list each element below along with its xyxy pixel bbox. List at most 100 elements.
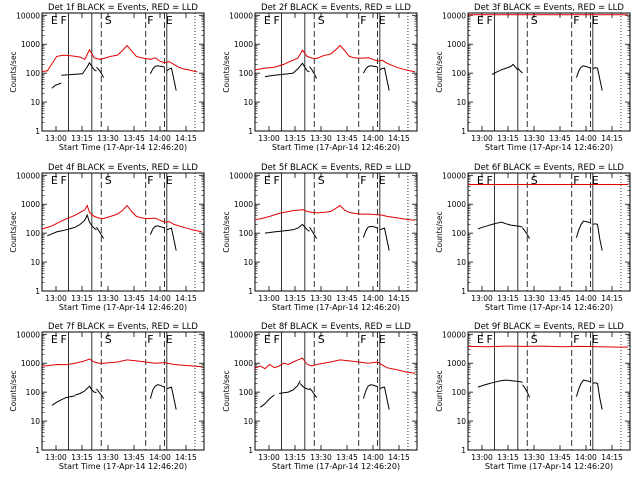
y-axis-label: Counts/sec (435, 51, 444, 92)
panel-title: Det 2f BLACK = Events, RED = LLD (261, 3, 411, 13)
y-axis-label: Counts/sec (9, 211, 18, 252)
interval-marker-label: E (592, 14, 599, 27)
y-tick-label: 1 (248, 127, 253, 136)
interval-marker-label: E (592, 174, 599, 187)
events-series-line (592, 223, 603, 251)
y-tick-label: 1 (461, 287, 466, 296)
x-tick-label: 14:15 (388, 453, 410, 462)
x-tick-label: 13:30 (310, 134, 332, 143)
x-tick-label: 13:30 (523, 453, 545, 462)
x-tick-label: 13:15 (71, 294, 93, 303)
lld-series-line (468, 345, 628, 348)
x-tick-label: 14:15 (388, 134, 410, 143)
plot-frame (254, 331, 418, 451)
events-series-line (477, 221, 523, 230)
x-tick-label: 13:00 (258, 134, 280, 143)
y-tick-label: 100 (452, 69, 467, 78)
interval-marker-label: S (105, 14, 112, 27)
interval-marker-label: E (379, 333, 386, 346)
panel-title: Det 8f BLACK = Events, RED = LLD (261, 322, 411, 332)
events-series-line (51, 82, 62, 89)
events-series-line (379, 227, 390, 251)
panel-3: Det 3f BLACK = Events, RED = LLD 1 10 100 10… (435, 3, 631, 152)
x-tick-label: 13:45 (336, 134, 358, 143)
interval-marker-label: F (573, 14, 579, 27)
y-tick-label: 10000 (229, 171, 253, 180)
y-tick-label: 10 (456, 258, 466, 267)
y-tick-label: 10 (30, 98, 40, 107)
x-axis-label: Start Time (17-Apr-14 12:46:20) (59, 143, 187, 152)
events-series-line (264, 223, 310, 234)
y-axis-label: Counts/sec (9, 51, 18, 92)
events-series-line (279, 380, 301, 394)
interval-marker-label: F (487, 14, 493, 27)
y-tick-label: 10 (30, 417, 40, 426)
y-tick-label: 10000 (16, 171, 40, 180)
interval-marker-label: F (274, 14, 280, 27)
events-series-line (149, 225, 165, 235)
events-series-line (75, 213, 97, 231)
plot-frame (254, 12, 418, 132)
y-tick-label: 10000 (229, 330, 253, 339)
x-tick-label: 13:30 (310, 294, 332, 303)
y-tick-label: 1 (35, 287, 40, 296)
y-tick-label: 1 (248, 287, 253, 296)
x-tick-label: 13:00 (258, 294, 280, 303)
lld-series-line (255, 44, 416, 73)
x-axis-label: Start Time (17-Apr-14 12:46:20) (485, 303, 613, 312)
plot-frame (254, 172, 418, 292)
events-series-line (362, 384, 378, 399)
x-tick-label: 13:15 (497, 134, 519, 143)
x-tick-label: 13:30 (523, 134, 545, 143)
plot-frame (41, 331, 205, 451)
x-tick-label: 14:15 (601, 453, 623, 462)
interval-marker-label: F (61, 333, 67, 346)
x-tick-label: 13:00 (471, 294, 493, 303)
x-tick-label: 14:00 (362, 134, 384, 143)
y-tick-label: 1000 (447, 359, 466, 368)
interval-marker-label: F (274, 174, 280, 187)
interval-marker-label: F (147, 14, 153, 27)
x-tick-label: 13:45 (336, 453, 358, 462)
y-tick-label: 1 (35, 446, 40, 455)
x-tick-label: 13:15 (284, 294, 306, 303)
x-tick-label: 13:00 (45, 134, 67, 143)
x-tick-label: 14:15 (175, 294, 197, 303)
events-series-line (149, 384, 165, 399)
interval-marker-label: S (531, 14, 538, 27)
y-axis-label: Counts/sec (222, 211, 231, 252)
panel-title: Det 9f BLACK = Events, RED = LLD (474, 322, 624, 332)
y-tick-label: 10000 (442, 171, 466, 180)
events-series-line (166, 67, 177, 91)
interval-marker-label: E (477, 333, 484, 346)
interval-marker-label: S (531, 174, 538, 187)
y-tick-label: 10000 (229, 11, 253, 20)
lld-series-line (42, 358, 203, 368)
y-tick-label: 1000 (21, 200, 40, 209)
y-axis-label: Counts/sec (9, 370, 18, 411)
events-series-line (477, 379, 523, 388)
x-tick-label: 13:00 (471, 453, 493, 462)
x-tick-label: 13:30 (97, 294, 119, 303)
y-tick-label: 1000 (447, 200, 466, 209)
x-tick-label: 13:00 (471, 134, 493, 143)
interval-marker-label: E (379, 174, 386, 187)
y-tick-label: 10 (30, 258, 40, 267)
events-series-line (592, 67, 603, 91)
lld-series-line (42, 44, 198, 73)
events-series-line (362, 65, 378, 74)
x-tick-label: 13:45 (123, 294, 145, 303)
interval-marker-label: E (51, 333, 58, 346)
y-tick-label: 100 (452, 229, 467, 238)
y-tick-label: 10 (456, 98, 466, 107)
x-tick-label: 14:15 (175, 453, 197, 462)
x-tick-label: 13:45 (549, 134, 571, 143)
x-tick-label: 13:45 (549, 294, 571, 303)
interval-marker-label: E (166, 14, 173, 27)
events-series-line (362, 226, 378, 238)
x-tick-label: 13:15 (284, 134, 306, 143)
interval-marker-label: F (147, 333, 153, 346)
y-tick-label: 100 (239, 69, 254, 78)
y-tick-label: 1000 (234, 359, 253, 368)
y-axis-label: Counts/sec (222, 51, 231, 92)
